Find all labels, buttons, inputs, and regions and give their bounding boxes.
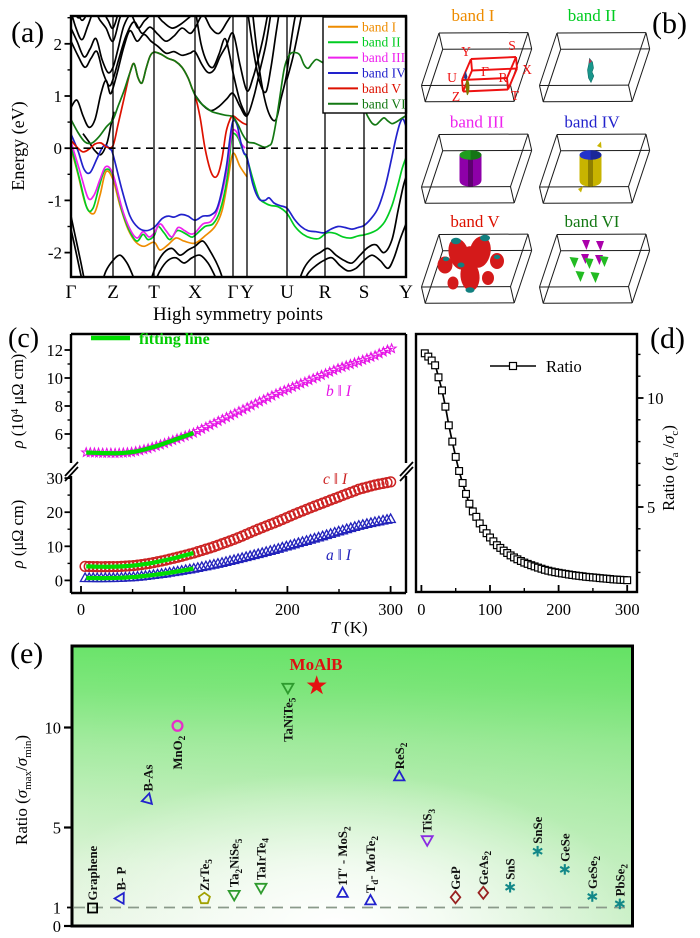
svg-text:B-As: B-As — [141, 764, 155, 791]
svg-text:band IV: band IV — [362, 66, 406, 81]
svg-text:100: 100 — [478, 600, 503, 619]
svg-text:0: 0 — [54, 139, 63, 158]
svg-text:5: 5 — [53, 819, 61, 838]
svg-text:PbSe2​: PbSe2​ — [613, 864, 629, 897]
svg-text:T (K): T (K) — [330, 618, 367, 637]
svg-text:band I: band I — [362, 19, 397, 34]
svg-text:20: 20 — [47, 503, 64, 522]
svg-text:TaNiTe5​: TaNiTe5​ — [281, 697, 297, 742]
svg-text:Y: Y — [240, 282, 254, 303]
svg-text:10: 10 — [45, 719, 62, 738]
svg-text:(e): (e) — [10, 637, 43, 670]
svg-text:U: U — [280, 282, 294, 303]
svg-text:band II: band II — [568, 6, 617, 25]
svg-text:Td​- MoTe2​: Td​- MoTe2​ — [364, 836, 380, 894]
svg-text:(c): (c) — [8, 323, 39, 354]
svg-text:1T′ - MoS2​: 1T′ - MoS2​ — [336, 826, 352, 886]
svg-text:6: 6 — [55, 425, 63, 444]
svg-text:200: 200 — [546, 600, 571, 619]
svg-text:300: 300 — [615, 600, 640, 619]
svg-text:TaIrTe4​: TaIrTe4​ — [255, 838, 271, 880]
svg-text:Y: Y — [461, 44, 471, 59]
svg-text:S: S — [359, 282, 370, 303]
svg-text:band I: band I — [452, 6, 495, 25]
svg-text:2: 2 — [54, 35, 63, 54]
svg-text:30: 30 — [47, 469, 64, 488]
svg-text:100: 100 — [172, 600, 197, 619]
svg-text:band III: band III — [362, 50, 406, 65]
svg-text:band VI: band VI — [362, 96, 406, 111]
svg-text:band IV: band IV — [564, 113, 620, 132]
svg-text:-2: -2 — [48, 244, 62, 263]
svg-text:GeSe2​: GeSe2​ — [586, 856, 602, 889]
svg-text:12: 12 — [47, 341, 64, 360]
svg-text:Γ: Γ — [66, 282, 77, 303]
svg-text:ZrTe5​: ZrTe5​ — [198, 859, 214, 891]
svg-text:Ratio (σa /σc): Ratio (σa /σc) — [659, 425, 681, 511]
svg-text:Γ: Γ — [481, 64, 489, 79]
svg-text:5: 5 — [647, 498, 655, 517]
svg-text:band II: band II — [362, 35, 401, 50]
svg-text:GeP: GeP — [449, 866, 463, 890]
svg-text:band V: band V — [362, 81, 401, 96]
svg-text:GeSe: GeSe — [558, 833, 572, 862]
svg-text:ρ (104 μΩ cm): ρ (104 μΩ cm) — [8, 354, 27, 450]
svg-text:Ratio (σmax/σmin): Ratio (σmax/σmin) — [12, 735, 34, 845]
svg-text:(b): (b) — [652, 7, 687, 40]
svg-text:band III: band III — [450, 113, 505, 132]
svg-text:a ‖ I: a ‖ I — [326, 547, 352, 564]
svg-text:B- P: B- P — [114, 867, 128, 891]
svg-text:High symmetry points: High symmetry points — [153, 304, 323, 325]
svg-text:band VI: band VI — [565, 212, 620, 231]
svg-text:Z: Z — [452, 89, 460, 104]
svg-text:Z: Z — [107, 282, 119, 303]
svg-text:Graphene: Graphene — [86, 845, 100, 900]
svg-text:T: T — [148, 282, 160, 303]
svg-text:-1: -1 — [48, 191, 62, 210]
svg-text:10: 10 — [647, 389, 664, 408]
svg-text:1: 1 — [54, 87, 63, 106]
svg-text:c ‖ I: c ‖ I — [323, 471, 348, 488]
svg-text:R: R — [319, 282, 332, 303]
svg-text:U: U — [447, 70, 457, 85]
svg-text:SnS: SnS — [504, 858, 518, 879]
svg-text:R: R — [498, 70, 507, 85]
svg-text:Γ: Γ — [228, 282, 239, 303]
svg-text:1: 1 — [53, 899, 61, 918]
svg-text:0: 0 — [77, 600, 85, 619]
svg-text:MoAlB: MoAlB — [290, 655, 343, 674]
svg-text:10: 10 — [47, 537, 64, 556]
svg-text:200: 200 — [275, 600, 300, 619]
svg-text:Ratio: Ratio — [546, 357, 582, 376]
svg-text:10: 10 — [47, 369, 64, 388]
svg-text:ReS2​: ReS2​ — [393, 742, 409, 769]
svg-text:GeAs2​: GeAs2​ — [477, 850, 493, 885]
svg-text:X: X — [188, 282, 202, 303]
svg-text:(a): (a) — [11, 16, 44, 49]
svg-text:(d): (d) — [650, 322, 685, 355]
svg-text:X: X — [522, 62, 532, 77]
svg-text:MnO2​: MnO2​ — [171, 735, 187, 769]
svg-text:SnSe: SnSe — [531, 816, 545, 843]
svg-text:Energy (eV): Energy (eV) — [8, 101, 29, 190]
svg-text:Ta2​NiSe5​: Ta2​NiSe5​ — [228, 838, 244, 887]
svg-text:S: S — [508, 38, 516, 53]
svg-text:0: 0 — [417, 600, 425, 619]
svg-text:Y: Y — [399, 282, 413, 303]
svg-text:0: 0 — [55, 571, 63, 590]
svg-text:300: 300 — [378, 600, 403, 619]
svg-text:band V: band V — [450, 212, 500, 231]
svg-text:8: 8 — [55, 397, 63, 416]
svg-text:T: T — [511, 88, 520, 103]
svg-text:fitting line: fitting line — [139, 331, 210, 348]
svg-text:ρ (μΩ cm): ρ (μΩ cm) — [8, 500, 27, 569]
svg-text:TiS3​: TiS3​ — [421, 809, 437, 833]
svg-text:0: 0 — [53, 917, 61, 936]
svg-text:b ‖ I: b ‖ I — [326, 383, 352, 400]
